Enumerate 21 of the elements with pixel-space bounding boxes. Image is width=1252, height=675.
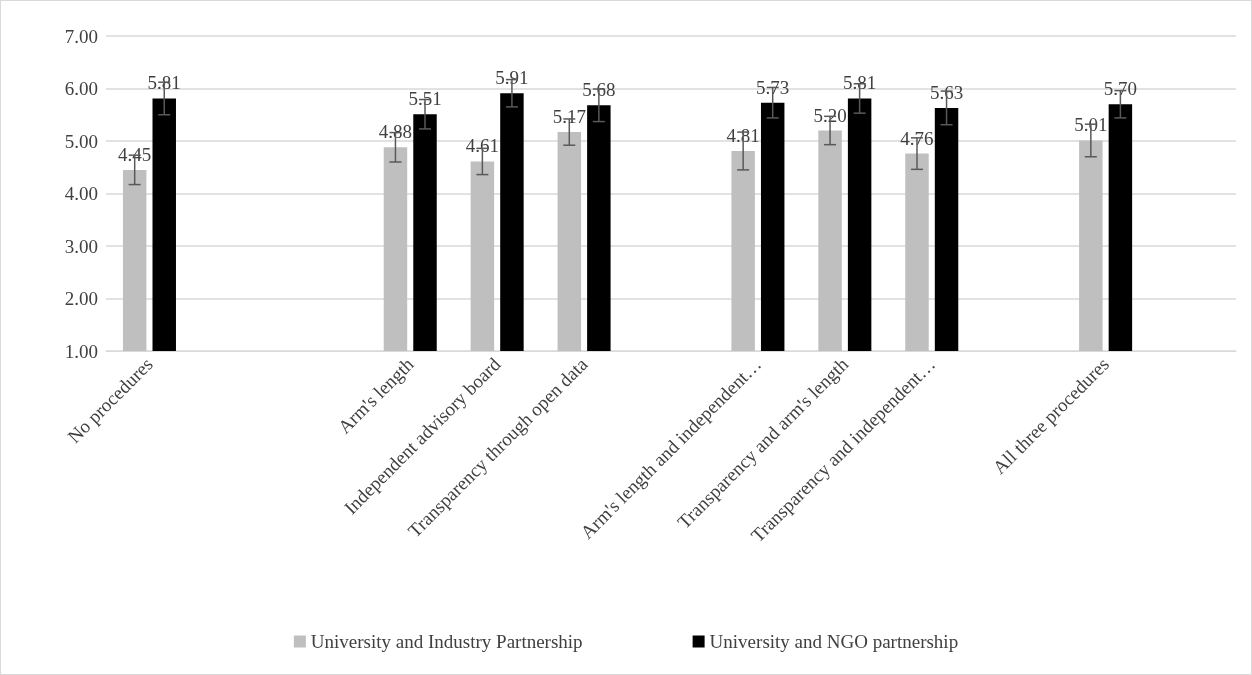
legend-label: University and NGO partnership bbox=[709, 631, 959, 652]
y-tick-label: 5.00 bbox=[64, 130, 98, 152]
y-tick-label: 4.00 bbox=[64, 183, 98, 204]
y-tick-label: 7.00 bbox=[64, 25, 98, 47]
data-label: 5.68 bbox=[582, 79, 616, 101]
y-tick-label: 6.00 bbox=[64, 78, 98, 99]
legend-label: University and Industry Partnership bbox=[310, 631, 583, 652]
data-label: 5.70 bbox=[1103, 78, 1138, 100]
y-tick-label: 1.00 bbox=[64, 340, 98, 362]
data-label: 5.51 bbox=[408, 88, 442, 110]
data-label: 5.17 bbox=[552, 106, 586, 128]
y-tick-label: 2.00 bbox=[64, 288, 98, 309]
data-label: 5.91 bbox=[495, 67, 529, 89]
data-label: 5.81 bbox=[147, 72, 181, 94]
data-label: 4.76 bbox=[900, 127, 934, 149]
data-label: 5.73 bbox=[756, 76, 790, 98]
y-tick-label: 3.00 bbox=[64, 235, 98, 257]
data-label: 5.01 bbox=[1074, 114, 1108, 136]
data-label: 4.45 bbox=[118, 143, 152, 165]
data-label: 4.88 bbox=[378, 121, 413, 143]
data-label: 5.20 bbox=[813, 104, 847, 126]
